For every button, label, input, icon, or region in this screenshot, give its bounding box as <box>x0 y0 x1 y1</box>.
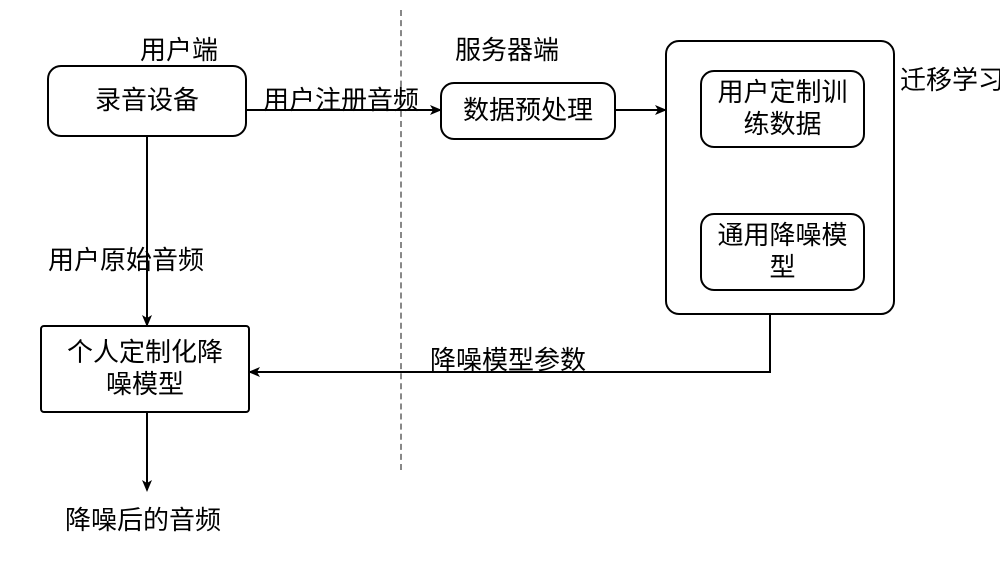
custom-training-data-line2: 练数据 <box>743 110 821 139</box>
personal-denoise-model-node: 个人定制化降 噪模型 <box>40 325 250 413</box>
general-denoise-model-line2: 型 <box>769 253 795 282</box>
server-header-label: 服务器端 <box>455 30 559 67</box>
output-audio-label: 降噪后的音频 <box>65 500 221 537</box>
personal-denoise-model-line2: 噪模型 <box>106 370 184 399</box>
model-params-edge-label: 降噪模型参数 <box>430 340 586 377</box>
data-preprocess-node: 数据预处理 <box>440 82 616 140</box>
personal-denoise-model-line1: 个人定制化降 <box>67 338 223 367</box>
transfer-learning-label: 迁移学习 <box>900 60 1000 97</box>
personal-denoise-model-text: 个人定制化降 噪模型 <box>67 337 223 402</box>
custom-training-data-node: 用户定制训 练数据 <box>700 70 865 148</box>
recording-device-text: 录音设备 <box>95 85 199 118</box>
recording-device-node: 录音设备 <box>47 65 247 137</box>
client-server-divider <box>400 10 402 470</box>
general-denoise-model-line1: 通用降噪模 <box>717 221 847 250</box>
general-denoise-model-text: 通用降噪模 型 <box>717 220 847 285</box>
custom-training-data-line1: 用户定制训 <box>717 78 847 107</box>
register-audio-edge-label: 用户注册音频 <box>263 80 419 117</box>
user-raw-audio-edge-label: 用户原始音频 <box>48 240 204 277</box>
data-preprocess-text: 数据预处理 <box>463 95 593 128</box>
client-header-label: 用户端 <box>140 30 218 67</box>
custom-training-data-text: 用户定制训 练数据 <box>717 77 847 142</box>
general-denoise-model-node: 通用降噪模 型 <box>700 213 865 291</box>
diagram-canvas: 用户端 服务器端 迁移学习 录音设备 数据预处理 用户定制训 练数据 通用降噪模… <box>0 0 1000 564</box>
